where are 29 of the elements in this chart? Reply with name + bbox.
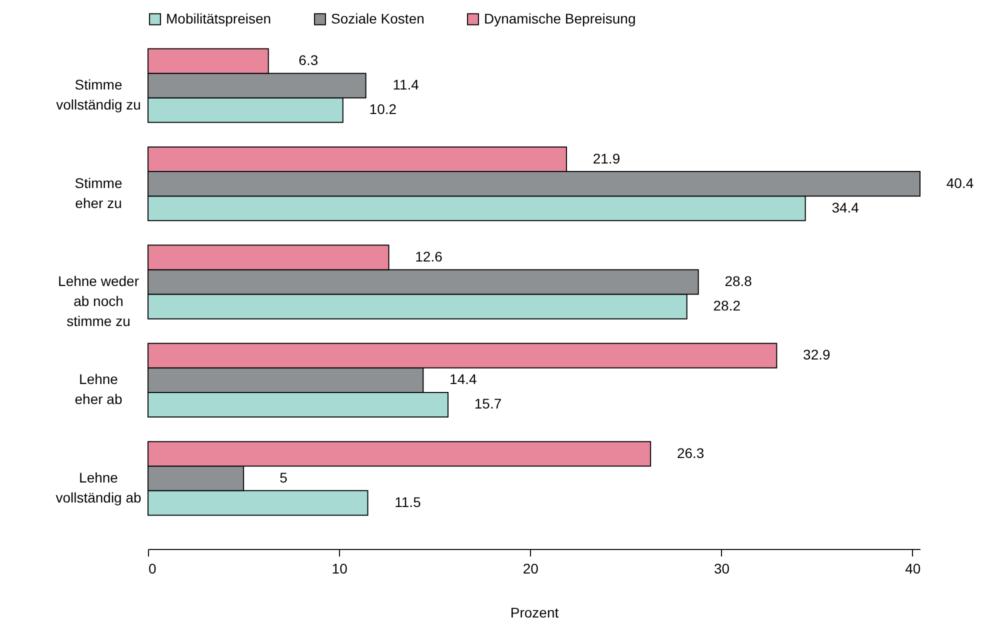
data-label: 11.4 [392, 76, 420, 93]
y-tick-label: Stimme eher zu [74, 174, 122, 211]
x-tick-label: 20 [522, 560, 539, 576]
data-label: 5 [280, 469, 288, 486]
legend-label: Dynamische Bepreisung [484, 10, 636, 26]
data-label: 12.6 [415, 248, 443, 264]
x-axis-title: Prozent [510, 604, 559, 620]
data-label: 28.2 [713, 298, 741, 314]
data-label: 14.4 [450, 371, 478, 388]
data-label: 21.9 [592, 150, 620, 166]
x-tick-label: 30 [714, 560, 730, 576]
data-label: 15.7 [474, 396, 502, 412]
data-label: 28.8 [724, 273, 752, 289]
data-label: 6.3 [298, 52, 318, 68]
x-tick-label: 40 [905, 560, 921, 576]
legend-label: Mobilitätspreisen [166, 10, 272, 26]
y-tick-label: Lehne eher ab [74, 371, 122, 408]
data-label: 32.9 [803, 346, 831, 363]
legend-label: Soziale Kosten [331, 10, 424, 26]
x-tick-label: 0 [148, 560, 156, 576]
y-tick-label: Lehne vollständig ab [56, 469, 142, 506]
data-label: 40.4 [946, 174, 974, 191]
data-label: 10.2 [369, 101, 397, 118]
data-label: 26.3 [676, 444, 704, 461]
x-tick-label: 10 [332, 560, 348, 576]
y-tick-label: Lehne weder ab noch stimme zu [58, 273, 140, 329]
y-tick-label: Stimme vollständig zu [56, 76, 141, 113]
data-label: 34.4 [832, 199, 860, 216]
data-label: 11.5 [394, 494, 422, 510]
